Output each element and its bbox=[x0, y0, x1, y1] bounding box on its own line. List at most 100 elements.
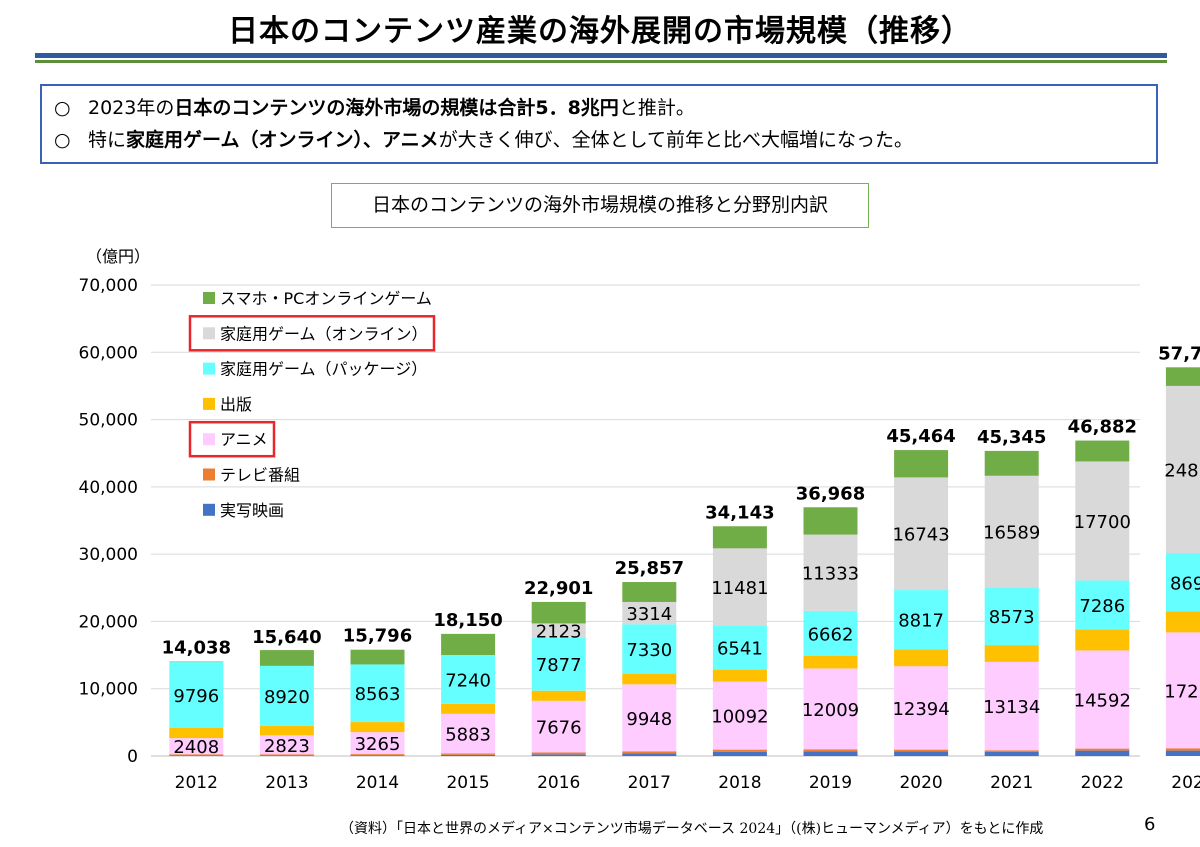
bar-segment bbox=[259, 665, 314, 726]
bar-segment bbox=[1075, 629, 1130, 651]
bar-segment bbox=[984, 587, 1039, 646]
bar-segment bbox=[894, 477, 949, 591]
bar-segment bbox=[894, 450, 949, 478]
total-label: 18,150 bbox=[433, 610, 502, 631]
bar-segment bbox=[350, 755, 405, 756]
bar-segment bbox=[259, 754, 314, 756]
x-tick-label: 2023 bbox=[1171, 773, 1200, 793]
y-tick-label: 50,000 bbox=[79, 411, 138, 431]
data-label: 8697 bbox=[1170, 573, 1200, 594]
legend-swatch bbox=[203, 327, 215, 340]
total-label: 45,464 bbox=[886, 426, 955, 447]
bar-segment bbox=[712, 625, 767, 670]
bar-segment bbox=[169, 661, 224, 663]
summary-line-2-bold: 家庭用ゲーム（オンライン）、アニメ bbox=[126, 129, 439, 151]
bar-segment bbox=[441, 655, 496, 704]
bar-segment bbox=[622, 582, 677, 602]
bar-segment bbox=[1075, 580, 1130, 630]
y-tick-label: 10,000 bbox=[79, 680, 138, 700]
y-tick-label: 70,000 bbox=[79, 276, 138, 296]
y-axis-unit: （億円） bbox=[86, 247, 150, 266]
bar-segment bbox=[350, 649, 405, 665]
data-label: 24833 bbox=[1164, 460, 1200, 481]
bar-segment bbox=[1075, 461, 1130, 581]
bar-segment bbox=[531, 752, 586, 755]
data-label: 8573 bbox=[989, 607, 1035, 628]
bar-segment bbox=[803, 534, 858, 611]
bar-segment bbox=[350, 722, 405, 733]
bar-segment bbox=[1075, 650, 1130, 749]
bar-segment bbox=[169, 662, 224, 729]
bar-segment bbox=[1075, 748, 1130, 751]
bar-segment bbox=[803, 668, 858, 750]
bar-segment bbox=[350, 664, 405, 723]
legend-swatch bbox=[203, 433, 215, 446]
total-label: 15,796 bbox=[343, 626, 412, 647]
bar-segment bbox=[984, 751, 1039, 756]
bar-segment bbox=[1165, 385, 1200, 554]
x-tick-label: 2015 bbox=[446, 773, 489, 793]
bar-segment bbox=[169, 754, 224, 756]
bar-segment bbox=[1165, 750, 1200, 756]
total-label: 15,640 bbox=[252, 627, 321, 648]
legend-label: テレビ番組 bbox=[220, 466, 300, 485]
total-label: 34,143 bbox=[705, 502, 774, 523]
bar-segment bbox=[169, 738, 224, 755]
bar-segment bbox=[803, 655, 858, 669]
title-underline-blue bbox=[35, 53, 1167, 58]
data-label: 11333 bbox=[802, 564, 859, 585]
bar-segment bbox=[894, 666, 949, 750]
total-label: 25,857 bbox=[615, 558, 684, 579]
legend-label: 家庭用ゲーム（オンライン） bbox=[220, 324, 428, 343]
bar-segment bbox=[531, 623, 586, 638]
data-label: 9948 bbox=[626, 709, 672, 730]
y-tick-label: 0 bbox=[127, 747, 138, 767]
bar-segment bbox=[441, 753, 496, 755]
title-underline-green bbox=[35, 60, 1167, 63]
stacked-bar-chart: （億円） 0 10,000 20,000 30,000 40,000 50,000 60,00… bbox=[79, 247, 1200, 793]
summary-box: ○ 2023年の日本のコンテンツの海外市場の規模は合計5．8兆円と推計。 ○ 特に家… bbox=[40, 84, 1158, 164]
bar-segment bbox=[712, 749, 767, 752]
y-tick-label: 30,000 bbox=[79, 545, 138, 565]
bar-segment bbox=[984, 450, 1039, 476]
page-title: 日本のコンテンツ産業の海外展開の市場規模（推移） bbox=[228, 14, 972, 49]
legend-swatch bbox=[203, 397, 215, 410]
total-label: 57,769 bbox=[1158, 343, 1200, 364]
data-label: 7240 bbox=[445, 670, 491, 691]
bar-segment bbox=[259, 755, 314, 756]
legend-swatch bbox=[203, 468, 215, 481]
legend-label: アニメ bbox=[220, 430, 268, 449]
data-label: 5883 bbox=[445, 725, 491, 746]
summary-line-2-post: が大きく伸び、全体として前年と比べ大幅増になった。 bbox=[438, 129, 914, 151]
bar-segment bbox=[894, 649, 949, 667]
data-label: 17222 bbox=[1164, 681, 1200, 702]
bar-segment bbox=[712, 751, 767, 756]
bar-segment bbox=[894, 749, 949, 752]
data-label: 7330 bbox=[626, 640, 672, 661]
x-tick-label: 2012 bbox=[175, 773, 218, 793]
total-label: 36,968 bbox=[796, 483, 865, 504]
data-label: 12394 bbox=[892, 699, 949, 720]
bar-segment bbox=[622, 673, 677, 685]
chart-title: 日本のコンテンツの海外市場規模の推移と分野別内訳 bbox=[331, 183, 869, 228]
bar-segment bbox=[350, 732, 405, 755]
bar-segment bbox=[712, 669, 767, 682]
bar-segment bbox=[531, 637, 586, 691]
bar-segment bbox=[984, 750, 1039, 752]
legend-label: 家庭用ゲーム（パッケージ） bbox=[220, 360, 427, 379]
bar-segment bbox=[712, 548, 767, 626]
x-tick-label: 2017 bbox=[628, 773, 671, 793]
bar-segment bbox=[712, 526, 767, 549]
data-label: 13134 bbox=[983, 697, 1040, 718]
data-label: 2408 bbox=[173, 737, 219, 758]
x-tick-label: 2013 bbox=[265, 773, 308, 793]
data-label: 3314 bbox=[626, 604, 672, 625]
bar-segment bbox=[531, 754, 586, 756]
bullet-circle: ○ bbox=[54, 97, 71, 119]
bar-segment bbox=[803, 610, 858, 656]
bar-segment bbox=[622, 753, 677, 756]
summary-line-2-pre: 特に bbox=[88, 129, 127, 151]
bar-segment bbox=[1165, 632, 1200, 749]
bar-segment bbox=[1165, 367, 1200, 386]
bar-segment bbox=[803, 507, 858, 535]
